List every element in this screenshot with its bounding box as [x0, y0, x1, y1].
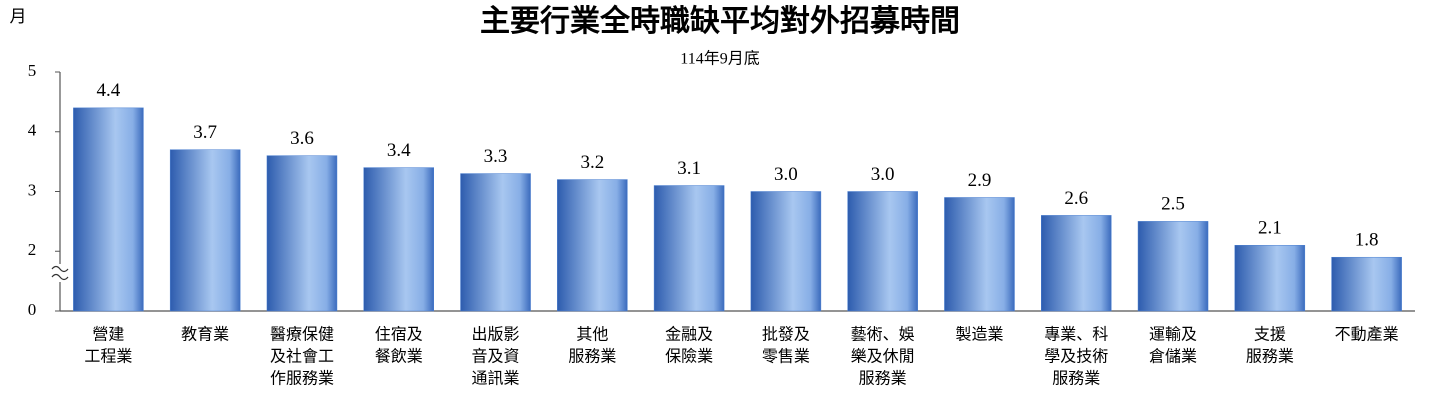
- bar: [653, 185, 725, 312]
- data-label: 3.0: [774, 164, 798, 185]
- bar: [944, 197, 1015, 312]
- data-label: 3.0: [871, 164, 895, 185]
- x-tick-label: 製造業: [955, 326, 1003, 344]
- bar: [557, 179, 628, 312]
- x-tick-label: 教育業: [181, 326, 229, 344]
- chart-subtitle: 114年9月底: [680, 50, 759, 68]
- bar: [750, 191, 822, 312]
- x-tick-label: 樂及休閒: [851, 348, 915, 366]
- x-tick-label: 服務業: [859, 370, 907, 388]
- bar: [1331, 256, 1402, 312]
- x-tick-label: 營建: [92, 326, 124, 344]
- data-label: 3.4: [387, 140, 411, 161]
- data-label: 3.3: [484, 146, 508, 167]
- x-tick-label: 專業、科: [1044, 326, 1108, 344]
- x-tick-label: 支援: [1254, 326, 1286, 344]
- bar: [847, 191, 918, 312]
- chart-title: 主要行業全時職缺平均對外招募時間: [480, 4, 960, 38]
- bar: [169, 149, 241, 312]
- data-label: 2.1: [1258, 218, 1282, 239]
- bar: [460, 173, 531, 312]
- data-label: 1.8: [1355, 230, 1379, 251]
- bar: [1041, 215, 1112, 312]
- y-tick-label: 3: [28, 180, 37, 199]
- axis-break-mark: [51, 265, 69, 281]
- y-tick-label: 0: [28, 300, 37, 319]
- data-label: 3.2: [580, 152, 604, 173]
- x-tick-label: 作服務業: [270, 370, 334, 388]
- x-tick-label: 藝術、娛: [851, 326, 915, 344]
- x-tick-label: 及社會工: [270, 348, 334, 366]
- x-tick-label: 通訊業: [472, 370, 520, 388]
- data-label: 2.5: [1161, 194, 1185, 215]
- x-tick-label: 零售業: [762, 348, 810, 366]
- x-tick-label: 學及技術: [1044, 348, 1108, 366]
- x-tick-label: 其他: [576, 326, 608, 344]
- data-label: 3.6: [290, 128, 314, 149]
- x-tick-label: 餐飲業: [375, 348, 423, 366]
- data-label: 2.9: [968, 170, 992, 191]
- x-tick-label: 金融及: [665, 326, 713, 344]
- x-tick-label: 出版影: [472, 326, 520, 344]
- data-label: 2.6: [1064, 188, 1088, 209]
- x-tick-label: 批發及: [762, 326, 810, 344]
- x-tick-label: 服務業: [1052, 370, 1100, 388]
- data-label: 3.1: [677, 158, 701, 179]
- y-tick-label: 2: [28, 240, 37, 259]
- x-tick-label: 倉儲業: [1149, 348, 1197, 366]
- x-tick-label: 不動產業: [1335, 326, 1399, 344]
- bar: [363, 167, 434, 312]
- x-tick-label: 住宿及: [375, 326, 423, 344]
- bar: [73, 107, 144, 312]
- x-tick-label: 運輸及: [1149, 326, 1197, 344]
- bar: [1234, 245, 1306, 312]
- bar: [266, 155, 338, 312]
- x-tick-label: 服務業: [568, 348, 616, 366]
- x-tick-label: 音及資: [472, 348, 520, 366]
- x-tick-label: 服務業: [1246, 348, 1294, 366]
- y-axis-label: 月: [10, 7, 27, 26]
- y-tick-label: 4: [28, 121, 37, 140]
- x-tick-label: 保險業: [665, 348, 713, 366]
- bar: [1137, 221, 1209, 312]
- axis-break-gap: [50, 264, 70, 282]
- data-label: 4.4: [97, 80, 121, 101]
- x-tick-label: 醫療保健: [270, 326, 334, 344]
- y-tick-label: 5: [28, 61, 37, 80]
- data-label: 3.7: [193, 122, 217, 143]
- x-tick-label: 工程業: [84, 348, 132, 366]
